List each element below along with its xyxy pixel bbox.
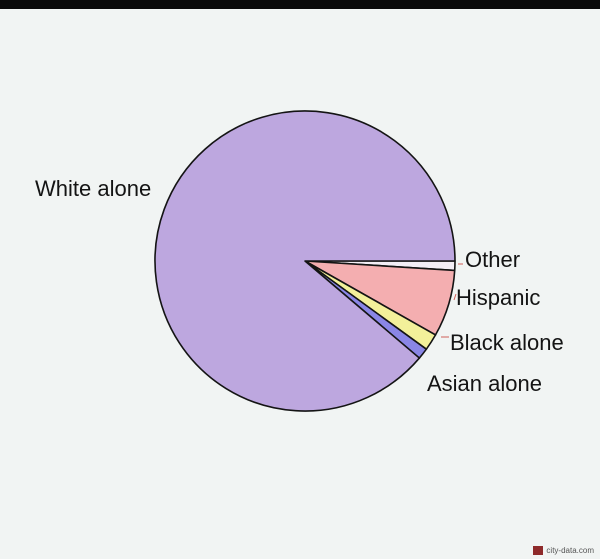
city-data-logo-icon — [533, 546, 544, 555]
leader-hispanic — [453, 293, 457, 301]
pie-slices — [154, 110, 456, 412]
label-asian-alone: Asian alone — [427, 371, 542, 396]
city-data-watermark: city-data.com — [533, 546, 594, 555]
pie-slice-white-alone — [154, 110, 456, 412]
label-leader-lines — [441, 263, 463, 338]
label-white-alone: White alone — [35, 176, 151, 201]
label-hispanic: Hispanic — [456, 285, 540, 310]
label-black-alone: Black alone — [450, 330, 564, 355]
top-border-bar — [0, 0, 600, 9]
label-other: Other — [465, 247, 520, 272]
watermark-text: city-data.com — [546, 546, 594, 555]
